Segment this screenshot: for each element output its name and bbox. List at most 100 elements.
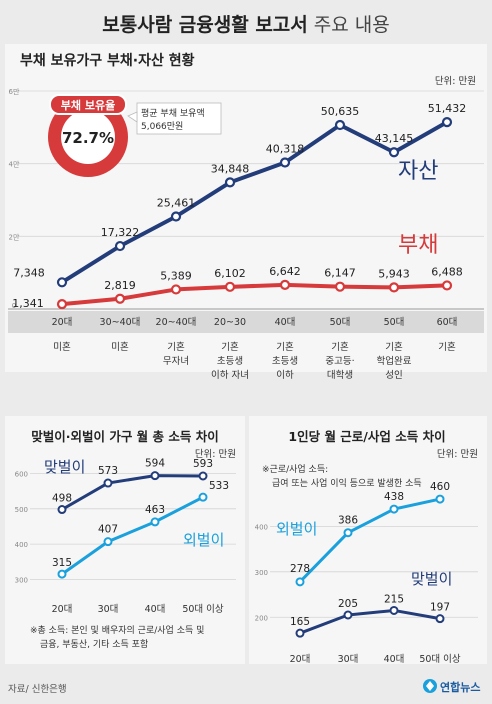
top-unit: 단위: 만원	[435, 75, 476, 87]
x-tick-label: 30대	[338, 654, 359, 665]
debt-value-label: 5,389	[160, 269, 192, 282]
series-point	[295, 577, 305, 587]
asset-value-label: 17,322	[101, 226, 140, 239]
mid-left-note-line2: 금융, 부동산, 기타 소득 포함	[40, 639, 148, 650]
top-y-tick-label: 0	[12, 302, 16, 310]
series-point	[435, 614, 445, 624]
series-point	[150, 517, 160, 527]
value-label: 533	[209, 480, 229, 492]
asset-point	[224, 177, 236, 188]
asset-value-label: 34,848	[211, 162, 250, 175]
series-line	[61, 495, 204, 576]
asset-point	[279, 157, 291, 168]
debt-value-label: 1,341	[12, 297, 44, 310]
debt-ratio-value: 72.7%	[62, 129, 114, 147]
debt-ratio-label: 부채 보유율	[61, 98, 115, 112]
top-x-sublabel: 초등생	[217, 356, 243, 367]
mid-right-unit: 단위: 만원	[437, 448, 478, 460]
top-y-tick-label: 4만	[9, 160, 20, 169]
series-line	[299, 608, 441, 635]
top-x-sublabel: 기혼	[438, 341, 456, 353]
series-point	[103, 478, 113, 488]
x-tick-label: 20대	[290, 654, 311, 665]
series-point	[343, 610, 353, 620]
y-tick-label: 400	[255, 523, 268, 531]
top-x-sublabel: 미혼	[111, 341, 129, 353]
debt-point	[441, 280, 453, 291]
top-x-sublabel: 기혼	[221, 341, 239, 353]
top-x-sublabel: 기혼	[276, 341, 294, 353]
series-point	[103, 537, 113, 547]
series-point	[198, 492, 208, 502]
value-label: 386	[338, 515, 358, 527]
asset-point	[170, 211, 182, 222]
mid-right-heading: 1인당 월 근로/사업 소득 차이	[288, 429, 445, 444]
value-label: 215	[384, 593, 404, 605]
top-heading: 부채 보유가구 부채·자산 현황	[20, 52, 195, 69]
y-tick-label: 300	[255, 569, 268, 577]
y-tick-label: 200	[255, 614, 268, 622]
top-x-sublabel: 미혼	[53, 341, 71, 353]
series-line	[298, 497, 441, 583]
series-point	[198, 471, 208, 481]
debt-ratio-badge: 부채 보유율 72.7% 평균 부채 보유액 5,066만원	[48, 94, 222, 177]
asset-value-label: 43,145	[375, 132, 414, 145]
asset-point	[388, 147, 400, 158]
header-band	[0, 0, 492, 46]
top-x-sublabel: 성인	[385, 370, 402, 381]
page-title: 보통사람 금융생활 보고서 주요 내용	[102, 14, 389, 36]
value-label: 205	[338, 598, 358, 610]
debt-value-label: 6,147	[324, 267, 356, 280]
top-x-sublabel: 기혼	[167, 341, 185, 353]
top-x-tick-label: 50대	[330, 317, 351, 328]
x-tick-label: 40대	[384, 654, 405, 665]
top-y-tick-label: 2만	[9, 232, 20, 241]
series-point	[150, 471, 160, 481]
asset-point	[441, 117, 453, 128]
top-x-sublabel: 대학생	[327, 370, 353, 381]
debt-series-line	[61, 282, 448, 307]
series-line	[61, 474, 204, 511]
top-x-sublabel: 초등생	[272, 356, 298, 367]
mid-left-single-label: 외벌이	[183, 531, 224, 549]
mid-left-unit: 단위: 만원	[195, 448, 236, 460]
series-point	[389, 605, 399, 615]
asset-value-label: 25,461	[157, 196, 196, 209]
debt-value-label: 6,642	[269, 265, 301, 278]
top-x-tick-label: 40대	[275, 317, 296, 328]
value-label: 463	[145, 504, 165, 516]
value-label: 498	[52, 493, 72, 505]
asset-value-label: 7,348	[13, 266, 45, 279]
x-tick-label: 20대	[52, 604, 73, 615]
brand-logo: 연합뉴스	[423, 679, 480, 694]
value-label: 593	[193, 458, 213, 470]
x-tick-label: 50대 이상	[419, 654, 461, 665]
asset-point	[334, 119, 346, 131]
series-point	[57, 569, 67, 579]
mid-right-dual-label: 맞벌이	[411, 570, 452, 588]
mid-left-panel	[5, 416, 245, 664]
value-label: 438	[384, 491, 404, 503]
avg-debt-callout-pointer	[127, 111, 138, 123]
value-label: 197	[430, 602, 450, 614]
debt-point	[56, 299, 68, 310]
avg-debt-callout	[136, 102, 222, 135]
top-x-sublabel: 이하	[276, 369, 294, 381]
value-label: 460	[430, 481, 450, 493]
value-label: 594	[145, 458, 165, 470]
mid-left-note-line1: ※총 소득: 본인 및 배우자의 근로/사업 소득 및	[30, 624, 204, 636]
value-label: 407	[98, 524, 118, 536]
debt-point	[170, 284, 182, 295]
mid-left-heading: 맞벌이·외벌이 가구 월 총 소득 차이	[31, 429, 219, 444]
debt-value-label: 6,488	[431, 265, 463, 278]
top-x-sublabel: 학업완료	[377, 355, 412, 367]
debt-ratio-label-pill	[49, 94, 127, 115]
mid-left-dual-label: 맞벌이	[44, 458, 85, 476]
mid-right-chart-marks: 20대 30대 40대 50대 이상 278 386 438 460 165 205 215 197	[290, 481, 461, 665]
top-y-tick-label: 6만	[9, 87, 20, 96]
debt-point	[334, 281, 346, 292]
value-label: 278	[290, 563, 310, 575]
debt-value-label: 5,943	[378, 267, 410, 280]
